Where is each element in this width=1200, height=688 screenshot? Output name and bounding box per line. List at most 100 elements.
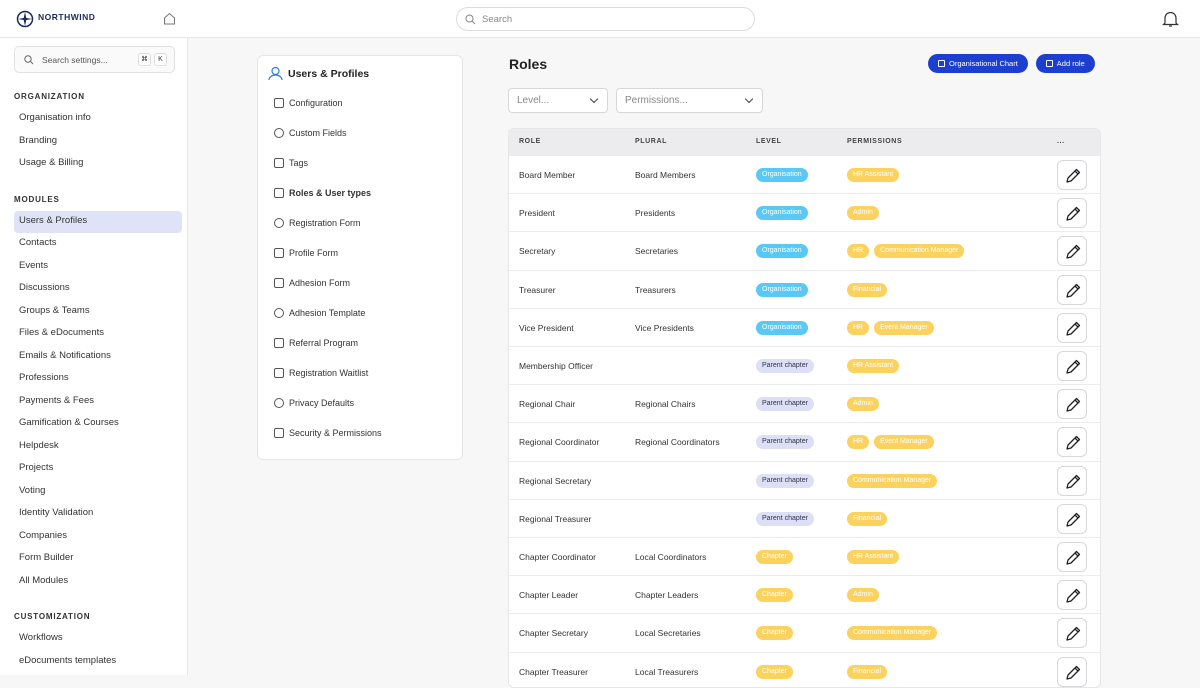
sidebar-item[interactable]: Professions xyxy=(19,372,69,383)
table-row: Treasurer Treasurers Organisation Financial xyxy=(509,269,1100,308)
edit-button[interactable] xyxy=(1057,198,1087,229)
sidebar-section: CUSTOMIZATION Workflows eDocuments templat… xyxy=(0,606,188,673)
role-name: President xyxy=(519,208,555,219)
settings-menu-item[interactable]: Registration Form xyxy=(274,218,361,228)
edit-button[interactable] xyxy=(1057,618,1087,649)
sidebar-item[interactable]: Emails & Notifications xyxy=(19,349,111,361)
menu-icon xyxy=(274,428,284,438)
menu-label: Referral Program xyxy=(289,338,359,348)
section-title: CUSTOMIZATION xyxy=(14,612,91,621)
edit-button[interactable] xyxy=(1057,236,1087,267)
sidebar-item[interactable]: Events xyxy=(19,259,49,271)
role-name: Chapter Leader xyxy=(519,590,579,601)
edit-button[interactable] xyxy=(1057,580,1087,611)
permissions: HR Assistant xyxy=(847,359,900,373)
action-button[interactable]: Organisational Chart xyxy=(928,54,1028,73)
edit-button[interactable] xyxy=(1057,465,1087,496)
logo-icon xyxy=(16,10,34,28)
sidebar-item[interactable]: Files & eDocuments xyxy=(19,327,105,338)
sidebar-item[interactable]: Organisation info xyxy=(19,112,91,123)
menu-icon xyxy=(274,98,284,108)
sidebar-item[interactable]: Branding xyxy=(19,134,58,146)
edit-button[interactable] xyxy=(1057,351,1087,381)
level-badge: Organisation xyxy=(756,168,808,182)
home-button[interactable] xyxy=(163,12,176,25)
actions: Organisational Chart Add role xyxy=(928,54,1095,73)
edit-button[interactable] xyxy=(1057,389,1087,420)
role-plural: Board Members xyxy=(635,170,696,180)
table-row: Secretary Secretaries Organisation HR Commun… xyxy=(509,231,1100,269)
section-title: ORGANIZATION xyxy=(14,92,85,101)
settings-menu-item[interactable]: Tags xyxy=(274,158,308,168)
settings-menu-item[interactable]: Privacy Defaults xyxy=(274,398,354,408)
role-name: Treasurer xyxy=(519,284,556,295)
level-badge: Organisation xyxy=(756,206,808,221)
sidebar-item[interactable]: Users & Profiles xyxy=(14,210,182,233)
sidebar-item[interactable]: Voting xyxy=(19,484,46,496)
sidebar-item[interactable]: Payments & Fees xyxy=(19,394,94,406)
top-bar: NORTHWIND Search xyxy=(0,0,1200,38)
search-icon xyxy=(465,14,476,25)
settings-menu-item[interactable]: Roles & User types xyxy=(274,188,371,198)
settings-menu-item[interactable]: Security & Permissions xyxy=(274,428,382,438)
settings-menu-item[interactable]: Adhesion Template xyxy=(274,308,365,318)
table-row: President Presidents Organisation Admin xyxy=(509,193,1100,231)
sidebar-item[interactable]: Usage & Billing xyxy=(19,157,84,168)
button-label: Add role xyxy=(1056,59,1085,68)
edit-button[interactable] xyxy=(1057,274,1087,305)
pencil-icon xyxy=(1066,512,1081,527)
role-plural: Presidents xyxy=(635,208,676,219)
action-button[interactable]: Add role xyxy=(1035,54,1095,73)
edit-button[interactable] xyxy=(1057,427,1087,458)
settings-menu-item[interactable]: Profile Form xyxy=(274,248,338,258)
level-badge: Chapter xyxy=(756,550,793,564)
pencil-icon xyxy=(1066,283,1081,298)
shortcut: ⌘ K xyxy=(138,53,167,66)
menu-label: Custom Fields xyxy=(289,128,347,138)
settings-menu-item[interactable]: Adhesion Form xyxy=(274,278,350,288)
settings-menu-item[interactable]: Referral Program xyxy=(274,338,358,348)
sidebar-item[interactable]: Projects xyxy=(19,462,54,473)
edit-button[interactable] xyxy=(1057,503,1087,534)
sidebar-item[interactable]: Groups & Teams xyxy=(19,304,90,316)
sidebar-item[interactable]: Contacts xyxy=(19,237,57,248)
filter-select[interactable]: Level... xyxy=(508,88,608,113)
permission-badge: HR Assistant xyxy=(847,550,900,564)
role-name: Chapter Coordinator xyxy=(519,552,597,562)
menu-icon xyxy=(274,218,284,228)
table-row: Chapter Secretary Local Secretaries Chapte… xyxy=(509,613,1100,651)
sidebar-item[interactable]: Gamification & Courses xyxy=(19,417,119,428)
sidebar-item[interactable]: All Modules xyxy=(19,574,69,586)
edit-button[interactable] xyxy=(1057,656,1087,687)
level-badge: Chapter xyxy=(756,664,793,679)
settings-menu-item[interactable]: Configuration xyxy=(274,98,343,108)
sidebar-item[interactable]: Companies xyxy=(19,529,68,541)
global-search[interactable]: Search xyxy=(456,7,755,31)
permission-badge: HR xyxy=(847,244,870,259)
menu-icon xyxy=(274,188,284,198)
permission-badge: Financial xyxy=(847,282,888,297)
column-header: ROLE xyxy=(519,138,541,145)
sidebar-item[interactable]: Form Builder xyxy=(19,552,74,563)
sidebar-item[interactable]: eDocuments templates xyxy=(19,654,117,666)
sidebar-item[interactable]: Helpdesk xyxy=(19,439,59,451)
users-icon xyxy=(268,66,283,81)
settings-menu-item[interactable]: Registration Waitlist xyxy=(274,368,368,378)
edit-button[interactable] xyxy=(1057,312,1087,343)
table-row: Chapter Leader Chapter Leaders Chapter Admi… xyxy=(509,575,1100,613)
sidebar-item[interactable]: Identity Validation xyxy=(19,507,94,518)
permission-badge: HR Assistant xyxy=(847,359,900,373)
permissions: HR Event Manager xyxy=(847,320,934,335)
sidebar-item[interactable]: Discussions xyxy=(19,282,70,293)
settings-search[interactable]: Search settings... ⌘ K xyxy=(14,46,175,73)
edit-button[interactable] xyxy=(1057,542,1087,572)
notifications-button[interactable] xyxy=(1162,10,1179,28)
role-plural: Regional Coordinators xyxy=(635,437,720,448)
table-row: Regional Secretary Parent chapter Communic… xyxy=(509,460,1100,499)
edit-button[interactable] xyxy=(1057,160,1087,190)
sidebar-item[interactable]: Workflows xyxy=(19,632,63,643)
search-placeholder: Search xyxy=(482,14,513,25)
settings-menu-item[interactable]: Custom Fields xyxy=(274,128,347,138)
filter-select[interactable]: Permissions... xyxy=(616,88,763,113)
